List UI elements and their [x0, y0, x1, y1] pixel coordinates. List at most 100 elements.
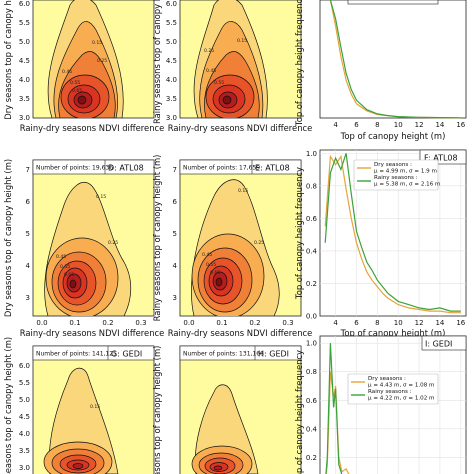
- panel-a-ylabel: Dry seasons top of canopy h: [3, 0, 13, 120]
- contour-label: 0.45: [56, 254, 66, 260]
- panel-e: Number of points: 17,659 E: ATL08 0.1 5 0…: [152, 155, 312, 338]
- panel-d: Number of points: 19,636 D: ATL08 0.15 0…: [3, 159, 164, 338]
- panel-i-ylabel: Top of canopy height frequency: [294, 350, 304, 474]
- panel-i-legend: Dry seasons : μ = 4.43 m, σ = 1.08 m Rai…: [347, 373, 439, 405]
- contour-label: 0.45: [206, 68, 216, 74]
- panel-f-xticks: 4 6 8 10 12 14 16: [333, 319, 465, 327]
- x-tick-label: 14: [435, 121, 444, 129]
- y-tick-label: 0.8: [306, 368, 317, 376]
- panel-g-yticks: 3.0 3.5 4.0 4.5 5.0 5.5 6.0: [19, 362, 30, 472]
- y-tick-label: 0.2: [306, 454, 317, 462]
- y-tick-label: 0.6: [306, 397, 318, 405]
- svg-text:0.0: 0.0: [36, 319, 47, 327]
- legend-rainy-name: Rainy seasons :: [374, 175, 418, 181]
- panel-d-xlabel: Rainy-dry seasons NDVI difference: [20, 328, 165, 338]
- panel-g: Number of points: 141,125 G: GEDI 0.15 3…: [3, 337, 155, 474]
- panel-f-label: F: ATL08: [424, 154, 458, 163]
- x-tick-label: 16: [456, 121, 465, 129]
- panel-h-points: Number of points: 131,166: [183, 351, 264, 358]
- y-tick-label: 0.2: [306, 280, 317, 288]
- y-tick-label: 1.0: [306, 150, 317, 158]
- svg-text:0.2: 0.2: [249, 319, 260, 327]
- panel-b-density: [193, 0, 268, 118]
- legend-dry-stats: μ = 4.43 m, σ = 1.08 m: [368, 383, 435, 389]
- contour-label: 0.15: [90, 404, 100, 410]
- series-line-rainy: [329, 0, 461, 119]
- panel-f: F: ATL08 Dry seasons : μ = 4.99 m, σ = 1…: [294, 149, 467, 338]
- y-tick-label: 0.6: [306, 215, 318, 223]
- panel-e-xticks: 0.0 0.1 0.2 0.3: [183, 319, 293, 327]
- legend-dry-name: Dry seasons :: [368, 376, 406, 382]
- panel-e-xlabel: Rainy-dry seasons NDVI difference: [168, 328, 313, 338]
- x-tick-label: 10: [394, 319, 403, 327]
- panel-g-density: [43, 367, 119, 474]
- x-tick-label: 6: [354, 121, 359, 129]
- contour-label: 0.55: [206, 262, 216, 268]
- svg-text:5.5: 5.5: [19, 379, 30, 387]
- svg-text:3.0: 3.0: [166, 114, 177, 122]
- panel-d-ylabel: Dry seasons top of canopy height (m): [3, 159, 13, 317]
- panel-i-plot: [325, 343, 350, 474]
- legend-rainy-name: Rainy seasons :: [368, 389, 412, 395]
- panel-g-header: [32, 345, 155, 361]
- panel-e-points: Number of points: 17,659: [183, 165, 260, 172]
- svg-text:5: 5: [173, 230, 177, 238]
- x-tick-label: 8: [375, 319, 379, 327]
- contour-label: 0.65: [64, 272, 74, 278]
- svg-text:4.0: 4.0: [19, 430, 30, 438]
- panel-f-yticks: 0.0 0.2 0.4 0.6 0.8 1.0: [306, 150, 318, 321]
- svg-text:4.5: 4.5: [166, 57, 177, 65]
- x-tick-label: 4: [333, 121, 338, 129]
- svg-text:3.0: 3.0: [19, 114, 30, 122]
- panel-e-label: E: ATL08: [255, 164, 290, 173]
- panel-a-density: [47, 0, 124, 118]
- panel-d-header: [32, 159, 155, 175]
- y-tick-label: 0.8: [306, 182, 317, 190]
- y-tick-label: 0.4: [306, 425, 318, 433]
- contour-label: 0.15: [96, 194, 106, 200]
- legend-dry-name: Dry seasons :: [374, 162, 412, 168]
- panel-c-legend-box: [347, 0, 439, 5]
- panel-c-ylabel: Top of canopy height frequency: [294, 0, 304, 127]
- contour-label: 0.45: [202, 252, 212, 258]
- panel-f-legend: Dry seasons : μ = 4.99 m, σ = 1.9 m Rain…: [353, 159, 441, 191]
- panel-h-density: [191, 384, 259, 474]
- svg-text:6.0: 6.0: [166, 0, 177, 8]
- svg-text:5.5: 5.5: [19, 19, 30, 27]
- legend-rainy-stats: μ = 5.38 m, σ = 2.16 m: [374, 182, 441, 188]
- panel-c-plot: [329, 0, 461, 119]
- svg-text:4.0: 4.0: [166, 76, 177, 84]
- svg-text:5.0: 5.0: [166, 38, 177, 46]
- panel-i-grid: [320, 336, 466, 474]
- panel-g-ylabel: Dry seasons top of canopy height (m): [3, 337, 13, 474]
- panel-c: 4 6 8 10 12 14 16 Top of canopy height frequen…: [294, 0, 467, 141]
- panel-d-label: D: ATL08: [108, 164, 144, 173]
- svg-text:6.0: 6.0: [19, 0, 30, 8]
- legend-dry-stats: μ = 4.99 m, σ = 1.9 m: [374, 169, 437, 175]
- x-tick-label: 12: [415, 319, 424, 327]
- svg-text:5.0: 5.0: [19, 396, 30, 404]
- svg-text:0.1: 0.1: [216, 319, 227, 327]
- svg-text:3.5: 3.5: [19, 95, 30, 103]
- series-line-rainy: [324, 153, 461, 312]
- svg-text:6: 6: [26, 198, 31, 206]
- svg-text:4.5: 4.5: [19, 413, 30, 421]
- panel-d-xticks: 0.0 0.1 0.2 0.3: [36, 319, 146, 327]
- svg-text:4: 4: [173, 262, 178, 270]
- panel-d-density: [44, 182, 132, 316]
- panel-c-xlabel: Top of canopy height (m): [340, 131, 446, 141]
- panel-f-xlabel: Top of canopy height (m): [340, 328, 446, 338]
- svg-text:0.1: 0.1: [69, 319, 80, 327]
- svg-text:7: 7: [173, 166, 177, 174]
- contour-label: 0.65: [72, 88, 82, 94]
- svg-text:0.3: 0.3: [135, 319, 146, 327]
- svg-text:6: 6: [173, 198, 178, 206]
- y-tick-label: 0.4: [306, 247, 318, 255]
- svg-text:6.0: 6.0: [19, 362, 30, 370]
- panel-e-header: [179, 159, 302, 175]
- contour-label: 0.55: [214, 80, 224, 86]
- x-tick-label: 14: [435, 319, 444, 327]
- panel-f-plot: [324, 153, 461, 314]
- panel-h-label: H: GEDI: [258, 350, 289, 359]
